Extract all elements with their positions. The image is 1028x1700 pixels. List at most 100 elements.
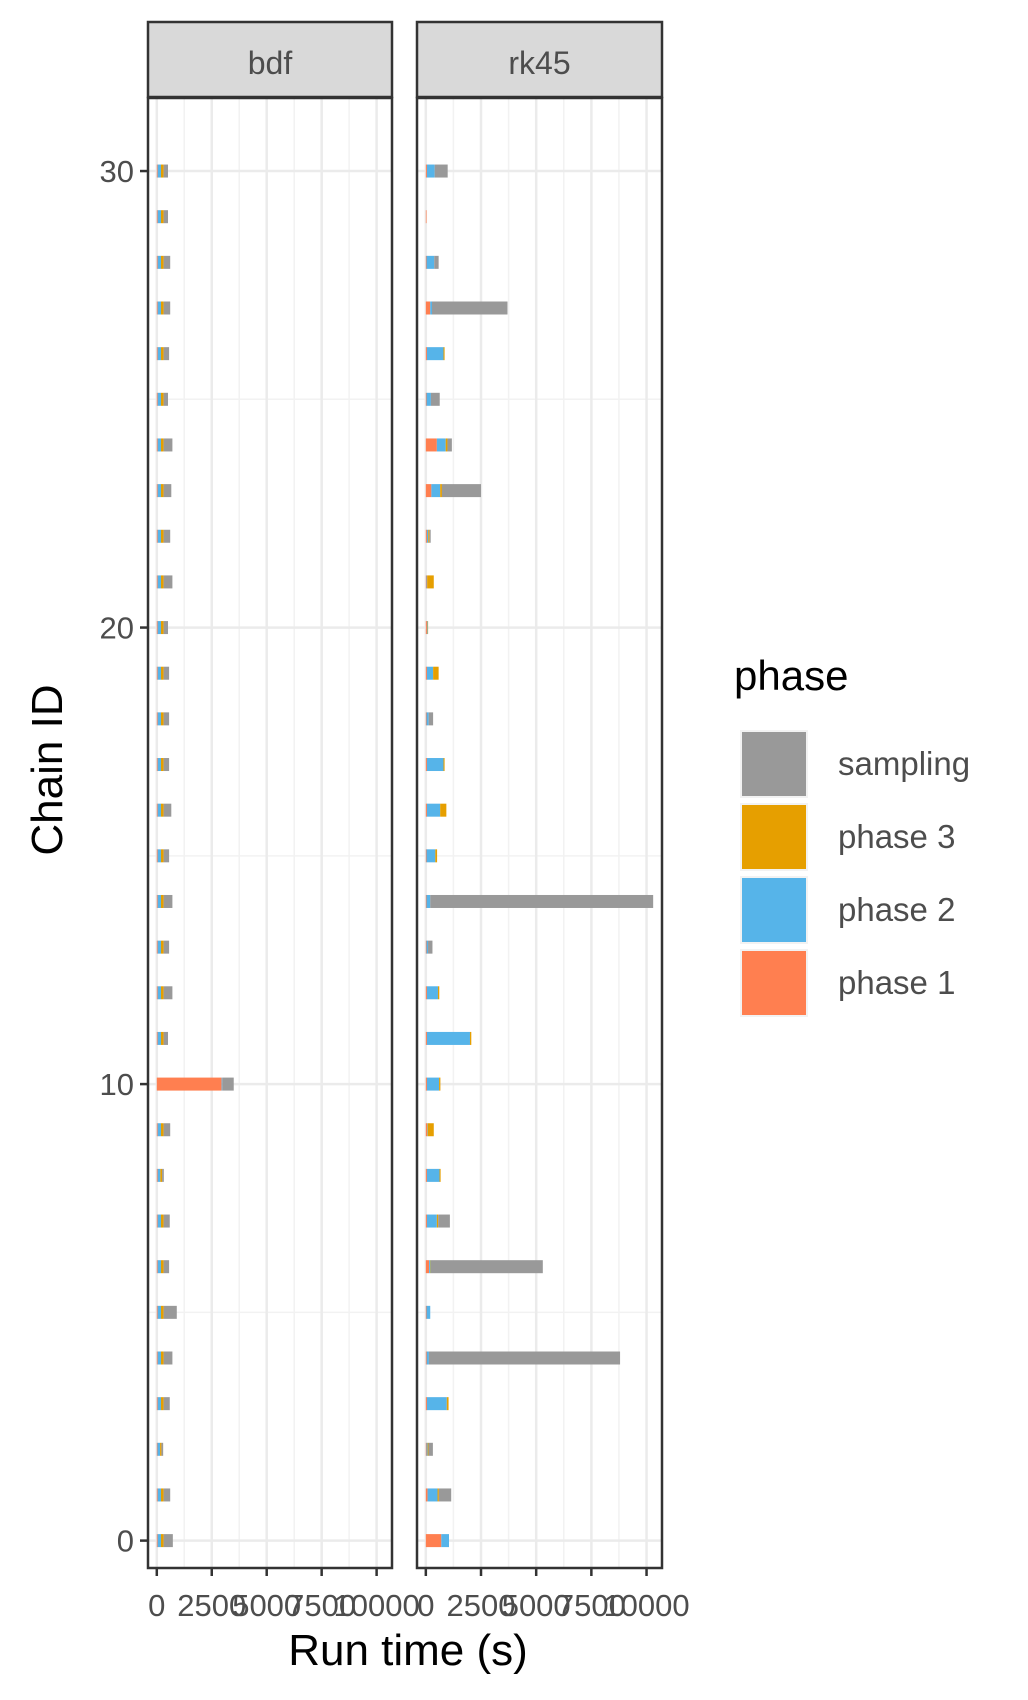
bar-bdf-chain-7-phase2: [157, 1214, 161, 1228]
x-tick-label: 7500: [557, 1588, 626, 1623]
bar-rk45-chain-1-phase2: [427, 1488, 438, 1502]
bar-rk45-chain-29-phase1: [425, 210, 427, 224]
bar-bdf-chain-9-phase2: [157, 1123, 161, 1137]
bar-bdf-chain-11-sampling: [163, 1031, 169, 1045]
bar-rk45-chain-21-phase3: [427, 575, 434, 589]
x-axis-title: Run time (s): [288, 1626, 528, 1675]
panel-background: [417, 98, 662, 1568]
bar-bdf-chain-28-phase1: [156, 255, 158, 269]
bar-bdf-chain-20-phase2: [157, 621, 161, 635]
bar-bdf-chain-20-sampling: [163, 621, 169, 635]
x-tick-label: 0: [417, 1588, 434, 1623]
bar-bdf-chain-12-sampling: [163, 986, 173, 1000]
bar-rk45-chain-23-phase2: [431, 484, 441, 498]
bar-bdf-chain-13-phase2: [157, 940, 161, 954]
bar-rk45-chain-11-phase3: [469, 1031, 472, 1045]
legend-swatch: [742, 732, 806, 796]
bar-bdf-chain-23-phase2: [157, 484, 161, 498]
bar-rk45-chain-9-phase2: [427, 1123, 428, 1137]
bar-bdf-chain-11-phase3: [160, 1031, 164, 1045]
bar-bdf-chain-20-phase1: [156, 621, 158, 635]
bar-rk45-chain-7-sampling: [438, 1214, 450, 1228]
bar-rk45-chain-27-phase2: [430, 301, 433, 315]
legend-label: phase 1: [838, 964, 955, 1001]
y-tick-label: 0: [117, 1524, 134, 1559]
bar-rk45-chain-10-phase2: [426, 1077, 440, 1091]
bar-rk45-chain-13-sampling: [428, 940, 433, 954]
bar-bdf-chain-21-phase1: [156, 575, 158, 589]
bar-bdf-chain-2-phase3: [160, 1442, 162, 1456]
bar-bdf-chain-25-sampling: [163, 392, 169, 406]
bar-bdf-chain-26-sampling: [163, 347, 170, 361]
bar-bdf-chain-3-phase3: [160, 1397, 164, 1411]
bar-rk45-chain-2-phase2: [426, 1442, 428, 1456]
bar-rk45-chain-28-phase2: [426, 255, 435, 269]
bar-rk45-chain-10-phase3: [439, 1077, 441, 1091]
bar-rk45-chain-8-phase3: [439, 1168, 441, 1182]
bar-rk45-chain-4-phase2: [426, 1351, 429, 1365]
bar-rk45-chain-25-sampling: [430, 392, 440, 406]
bar-bdf-chain-30-sampling: [163, 164, 169, 178]
bar-bdf-chain-0-phase3: [160, 1534, 164, 1548]
legend-entry-phase3: phase 3: [740, 803, 955, 871]
bar-rk45-chain-23-phase3: [440, 484, 442, 498]
bar-bdf-chain-14-sampling: [163, 894, 173, 908]
bar-bdf-chain-22-phase1: [156, 529, 158, 543]
bar-bdf-chain-11-phase1: [156, 1031, 158, 1045]
bar-bdf-chain-4-phase2: [157, 1351, 161, 1365]
legend: phase sampling phase 3 phase 2 phase 1: [734, 652, 970, 1017]
bar-bdf-chain-23-sampling: [163, 484, 172, 498]
bar-bdf-chain-29-sampling: [163, 210, 169, 224]
bar-rk45-chain-12-phase3: [437, 986, 440, 1000]
bar-bdf-chain-7-phase3: [160, 1214, 164, 1228]
bar-rk45-chain-20-phase1: [425, 621, 427, 635]
bar-bdf-chain-10-phase1: [156, 1077, 222, 1091]
legend-label: sampling: [838, 745, 970, 782]
bar-rk45-chain-18-sampling: [428, 712, 434, 726]
bar-rk45-chain-30-phase2: [426, 164, 435, 178]
x-tick-label: 5000: [502, 1588, 571, 1623]
bar-bdf-chain-8-sampling: [162, 1168, 164, 1182]
bar-rk45-chain-27-sampling: [432, 301, 508, 315]
bar-bdf-chain-21-phase3: [160, 575, 164, 589]
bar-rk45-chain-17-phase3: [443, 758, 445, 772]
bar-rk45-chain-3-phase1: [425, 1397, 427, 1411]
bar-bdf-chain-8-phase2: [157, 1168, 161, 1182]
bar-bdf-chain-22-phase3: [160, 529, 164, 543]
x-tick-label: 2500: [177, 1588, 246, 1623]
facet-strip: [146, 20, 394, 99]
bar-rk45-chain-30-phase1: [425, 164, 427, 178]
bar-rk45-chain-18-phase1: [425, 712, 427, 726]
bar-bdf-chain-6-sampling: [163, 1260, 170, 1274]
bar-bdf-chain-8-phase1: [156, 1168, 158, 1182]
bar-rk45-chain-23-phase1: [425, 484, 432, 498]
bar-bdf-chain-3-sampling: [163, 1397, 170, 1411]
bar-bdf-chain-12-phase1: [156, 986, 158, 1000]
bar-bdf-chain-0-phase2: [157, 1534, 161, 1548]
y-tick-label: 30: [100, 154, 134, 189]
bar-bdf-chain-18-phase1: [156, 712, 158, 726]
bar-rk45-chain-26-phase1: [425, 347, 427, 361]
legend-entry-phase2: phase 2: [740, 876, 955, 944]
bar-rk45-chain-19-phase2: [426, 666, 434, 680]
legend-entries: sampling phase 3 phase 2 phase 1: [740, 730, 970, 1017]
bar-bdf-chain-2-sampling: [161, 1442, 164, 1456]
bar-rk45-chain-15-phase2: [426, 849, 436, 863]
bar-rk45-chain-20-phase3: [427, 621, 429, 635]
bar-bdf-chain-9-sampling: [163, 1123, 171, 1137]
bar-bdf-chain-5-sampling: [163, 1305, 177, 1319]
bar-bdf-chain-12-phase3: [160, 986, 164, 1000]
facet-strip-label: rk45: [508, 45, 570, 81]
bar-bdf-chain-28-phase3: [160, 255, 164, 269]
bar-bdf-chain-10-phase2: [221, 1077, 223, 1091]
panel-background: [148, 98, 392, 1568]
bar-rk45-chain-0-phase1: [425, 1534, 442, 1548]
bar-bdf-chain-19-phase2: [157, 666, 161, 680]
bar-rk45-chain-1-phase1: [425, 1488, 428, 1502]
bar-bdf-chain-19-sampling: [163, 666, 170, 680]
bar-rk45-chain-30-sampling: [434, 164, 448, 178]
bar-rk45-chain-1-phase3: [437, 1488, 439, 1502]
bar-bdf-chain-15-phase1: [156, 849, 158, 863]
bar-rk45-chain-2-sampling: [428, 1442, 433, 1456]
